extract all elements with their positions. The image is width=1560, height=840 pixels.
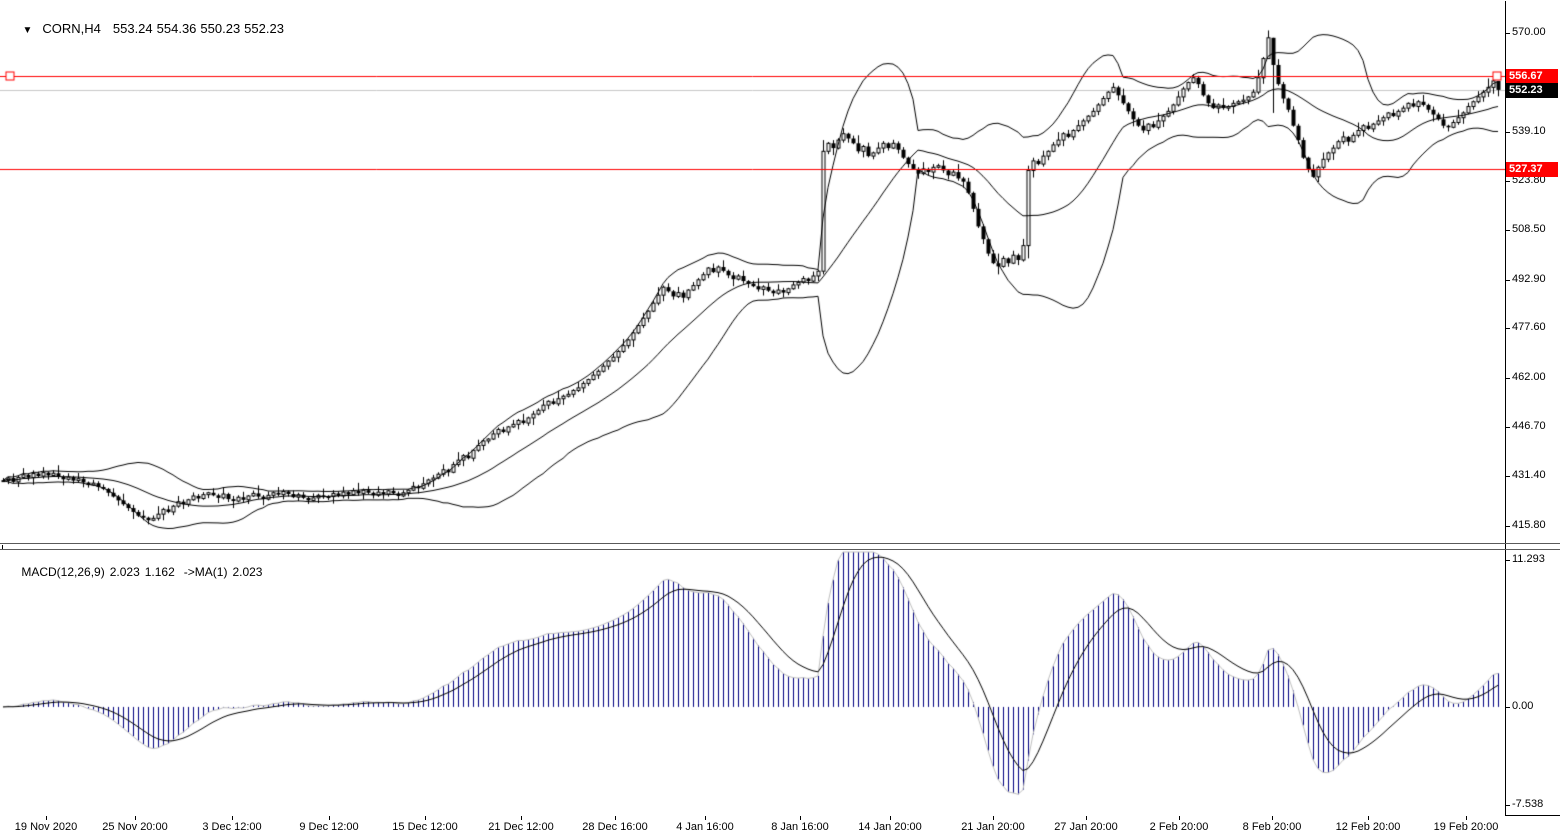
time-tick-mark bbox=[705, 816, 706, 820]
macd-signal-value: 1.162 bbox=[144, 565, 175, 579]
price-label-box-527.37: 527.37 bbox=[1506, 162, 1558, 177]
time-tick-mark bbox=[521, 816, 522, 820]
macd-name: MACD(12,26,9) bbox=[21, 565, 105, 579]
price-label-box-556.67: 556.67 bbox=[1506, 69, 1558, 84]
price-tick-label: 431.40 bbox=[1512, 469, 1546, 481]
time-tick-mark bbox=[1466, 816, 1467, 820]
time-tick-mark bbox=[890, 816, 891, 820]
macd-ma-label: ->MA(1) bbox=[183, 565, 228, 579]
macd-indicator-canvas[interactable] bbox=[0, 550, 1505, 816]
ohlc-open: 553.24 bbox=[112, 21, 153, 36]
time-tick-label: 8 Feb 20:00 bbox=[1242, 821, 1302, 833]
time-tick-label: 8 Jan 16:00 bbox=[771, 821, 829, 833]
time-tick-mark bbox=[135, 816, 136, 820]
price-tick-mark bbox=[1505, 33, 1510, 34]
time-tick-mark bbox=[993, 816, 994, 820]
time-tick-label: 12 Feb 20:00 bbox=[1335, 821, 1401, 833]
symbol-period-label: CORN,H4 bbox=[42, 21, 101, 36]
price-tick-label: 508.50 bbox=[1512, 223, 1546, 235]
price-chart-canvas[interactable] bbox=[0, 0, 1505, 545]
time-tick-label: 28 Dec 16:00 bbox=[582, 821, 648, 833]
price-tick-label: 570.00 bbox=[1512, 26, 1546, 38]
macd-tick-label: -7.538 bbox=[1512, 798, 1544, 810]
price-tick-label: 415.80 bbox=[1512, 519, 1546, 531]
pane-splitter-bottom[interactable] bbox=[0, 549, 1560, 550]
price-tick-mark bbox=[1505, 132, 1510, 133]
time-tick-mark bbox=[1179, 816, 1180, 820]
price-tick-mark bbox=[1505, 476, 1510, 477]
time-tick-label: 14 Jan 20:00 bbox=[858, 821, 922, 833]
time-tick-mark bbox=[232, 816, 233, 820]
time-tick-mark bbox=[1086, 816, 1087, 820]
macd-tick-mark bbox=[1505, 805, 1510, 806]
time-tick-mark bbox=[425, 816, 426, 820]
time-tick-label: 3 Dec 12:00 bbox=[202, 821, 262, 833]
price-tick-mark bbox=[1505, 378, 1510, 379]
time-tick-mark bbox=[800, 816, 801, 820]
time-tick-label: 15 Dec 12:00 bbox=[392, 821, 458, 833]
time-tick-mark bbox=[1272, 816, 1273, 820]
macd-tick-label: 0.00 bbox=[1512, 700, 1534, 712]
pane-splitter-top[interactable] bbox=[0, 543, 1560, 544]
time-tick-mark bbox=[46, 816, 47, 820]
price-tick-label: 492.90 bbox=[1512, 273, 1546, 285]
time-tick-mark bbox=[1368, 816, 1369, 820]
time-tick-mark bbox=[329, 816, 330, 820]
price-axis-line bbox=[1505, 1, 1506, 816]
time-tick-label: 2 Feb 20:00 bbox=[1149, 821, 1209, 833]
price-tick-mark bbox=[1505, 427, 1510, 428]
time-tick-label: 19 Nov 2020 bbox=[14, 821, 78, 833]
chart-dropdown-icon[interactable]: ▼ bbox=[22, 25, 33, 36]
ohlc-close: 552.23 bbox=[244, 21, 284, 36]
macd-ma-value: 2.023 bbox=[232, 565, 263, 579]
price-tick-label: 446.70 bbox=[1512, 420, 1546, 432]
price-tick-mark bbox=[1505, 280, 1510, 281]
price-tick-mark bbox=[1505, 328, 1510, 329]
time-tick-label: 27 Jan 20:00 bbox=[1054, 821, 1118, 833]
macd-tick-mark bbox=[1505, 707, 1510, 708]
price-tick-mark bbox=[1505, 181, 1510, 182]
time-tick-label: 25 Nov 20:00 bbox=[102, 821, 168, 833]
price-tick-label: 462.00 bbox=[1512, 371, 1546, 383]
chart-title: ▼ CORN,H4 553.24 554.36 550.23 552.23 bbox=[8, 6, 288, 51]
price-label-box-552.23: 552.23 bbox=[1506, 83, 1558, 98]
ohlc-low: 550.23 bbox=[200, 21, 241, 36]
price-tick-mark bbox=[1505, 230, 1510, 231]
price-tick-label: 477.60 bbox=[1512, 321, 1546, 333]
time-tick-label: 21 Dec 12:00 bbox=[488, 821, 554, 833]
macd-indicator-label: MACD(12,26,9) 2.023 1.162 ->MA(1) 2.023 bbox=[8, 551, 267, 593]
time-tick-label: 19 Feb 20:00 bbox=[1433, 821, 1499, 833]
price-tick-mark bbox=[1505, 526, 1510, 527]
time-tick-label: 4 Jan 16:00 bbox=[676, 821, 734, 833]
time-tick-label: 21 Jan 20:00 bbox=[961, 821, 1025, 833]
ohlc-high: 554.36 bbox=[156, 21, 197, 36]
price-tick-label: 539.10 bbox=[1512, 125, 1546, 137]
macd-tick-mark bbox=[1505, 560, 1510, 561]
macd-value: 2.023 bbox=[109, 565, 140, 579]
price-tick-label: 523.80 bbox=[1512, 174, 1546, 186]
time-tick-label: 9 Dec 12:00 bbox=[299, 821, 359, 833]
time-tick-mark bbox=[615, 816, 616, 820]
macd-tick-label: 11.293 bbox=[1512, 553, 1545, 565]
